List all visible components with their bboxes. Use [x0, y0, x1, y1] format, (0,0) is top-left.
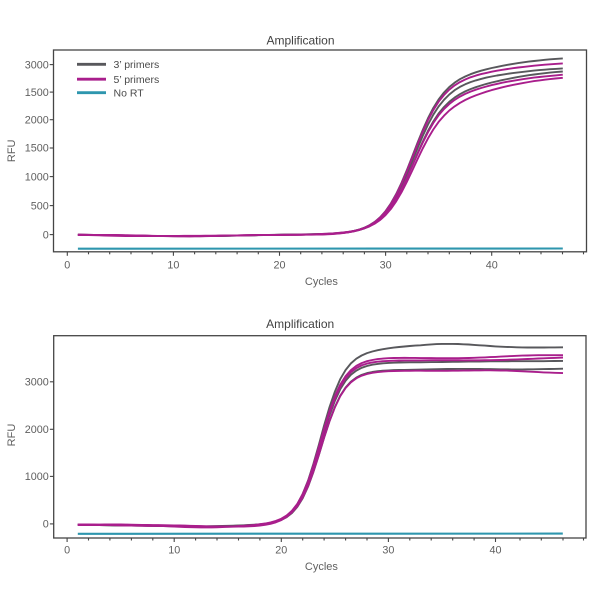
svg-text:20: 20 — [273, 259, 285, 271]
svg-text:30: 30 — [382, 544, 394, 556]
svg-text:0: 0 — [64, 259, 70, 271]
svg-text:Cycles: Cycles — [305, 561, 339, 573]
svg-text:2000: 2000 — [25, 424, 49, 436]
svg-text:40: 40 — [486, 259, 498, 271]
svg-text:1000: 1000 — [25, 471, 49, 483]
svg-text:0: 0 — [43, 229, 49, 241]
svg-text:1500: 1500 — [25, 87, 49, 99]
svg-text:10: 10 — [167, 259, 179, 271]
svg-text:3000: 3000 — [25, 377, 49, 389]
svg-text:No RT: No RT — [114, 87, 145, 99]
svg-text:RFU: RFU — [6, 424, 18, 447]
svg-text:0: 0 — [43, 519, 49, 531]
svg-text:30: 30 — [380, 259, 392, 271]
svg-text:RFU: RFU — [6, 139, 18, 162]
svg-text:0: 0 — [64, 544, 70, 556]
svg-text:500: 500 — [31, 200, 49, 212]
svg-text:Cycles: Cycles — [305, 276, 339, 288]
svg-text:20: 20 — [275, 544, 287, 556]
svg-text:Amplification: Amplification — [266, 317, 334, 331]
svg-text:1000: 1000 — [25, 171, 49, 183]
svg-text:10: 10 — [168, 544, 180, 556]
svg-text:3’ primers: 3’ primers — [114, 59, 160, 71]
svg-text:3000: 3000 — [25, 59, 49, 71]
svg-text:2000: 2000 — [25, 114, 49, 126]
svg-text:Amplification: Amplification — [266, 34, 334, 48]
svg-text:1500: 1500 — [25, 143, 49, 155]
svg-text:5’ primers: 5’ primers — [114, 74, 160, 86]
svg-text:40: 40 — [489, 544, 501, 556]
